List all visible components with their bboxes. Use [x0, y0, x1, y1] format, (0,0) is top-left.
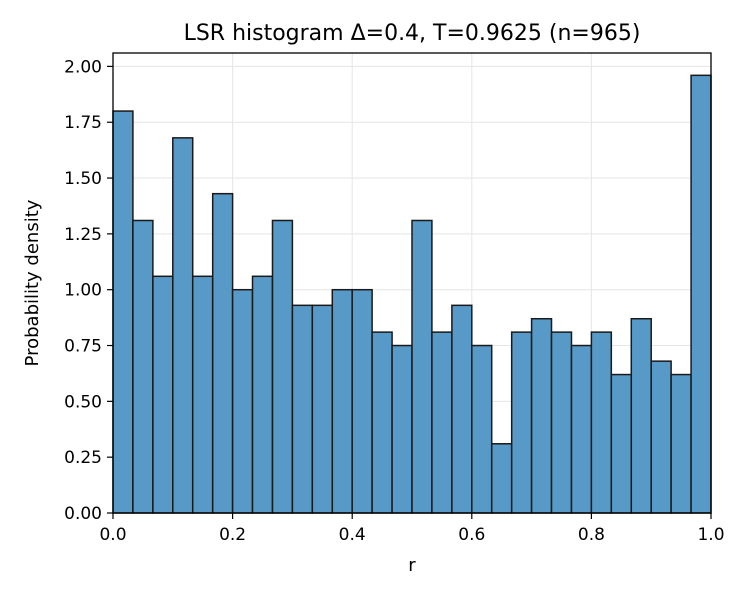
x-tick-label: 0.6 [458, 525, 485, 545]
y-tick-label: 0.25 [64, 448, 102, 468]
histogram-bar [231, 288, 254, 514]
histogram-bar [530, 317, 553, 514]
x-tick-label: 1.0 [697, 525, 724, 545]
x-axis-label: r [408, 555, 416, 576]
histogram-bar [471, 344, 493, 514]
x-tick-label: 0.2 [219, 525, 246, 545]
histogram-bar [690, 74, 712, 514]
histogram-bar [291, 304, 314, 514]
y-tick-label: 1.50 [64, 169, 102, 189]
histogram-bar [630, 317, 652, 514]
histogram-bar [650, 360, 672, 514]
histogram-bar [251, 275, 274, 514]
histogram-bar [411, 219, 433, 514]
y-tick-label: 1.75 [64, 113, 102, 133]
histogram-bar [490, 443, 513, 514]
chart-title: LSR histogram Δ=0.4, T=0.9625 (n=965) [184, 21, 641, 46]
x-tick-label: 0.4 [339, 525, 366, 545]
histogram-bar [670, 373, 692, 514]
histogram-bar [172, 137, 194, 514]
histogram-bar [391, 344, 413, 514]
histogram-bar [132, 219, 154, 514]
histogram-bar [191, 275, 214, 514]
x-tick-label: 0.8 [578, 525, 605, 545]
histogram-bar [211, 192, 234, 514]
histogram-bar [112, 110, 134, 514]
plot-frame [112, 52, 712, 514]
histogram-bar [550, 331, 573, 514]
histogram-bar [431, 331, 453, 514]
y-axis-label: Probability density [22, 199, 43, 366]
y-tick-label: 0.75 [64, 337, 102, 357]
histogram-bar [610, 373, 633, 514]
y-tick-label: 0.00 [64, 504, 102, 524]
y-tick-label: 2.00 [64, 57, 102, 77]
histogram-bar [271, 219, 294, 514]
y-tick-label: 0.50 [64, 392, 102, 412]
histogram-bar [311, 304, 334, 514]
histogram-bar [510, 331, 533, 514]
histogram-bar [570, 344, 593, 514]
histogram-bar [152, 275, 174, 514]
x-tick-label: 0.0 [99, 525, 126, 545]
histogram-bar [351, 288, 373, 514]
ticks-layer: 0.0 0.2 0.4 0.6 0.8 1.0 0.00 0.25 0.50 0.75 1.00 1.… [64, 57, 724, 545]
y-tick-label: 1.25 [64, 225, 102, 245]
histogram-bar [451, 304, 473, 514]
histogram-bar [371, 331, 393, 514]
histogram-bar [590, 331, 613, 514]
histogram-bar [331, 288, 353, 514]
bars-layer [112, 74, 712, 514]
y-tick-label: 1.00 [64, 281, 102, 301]
